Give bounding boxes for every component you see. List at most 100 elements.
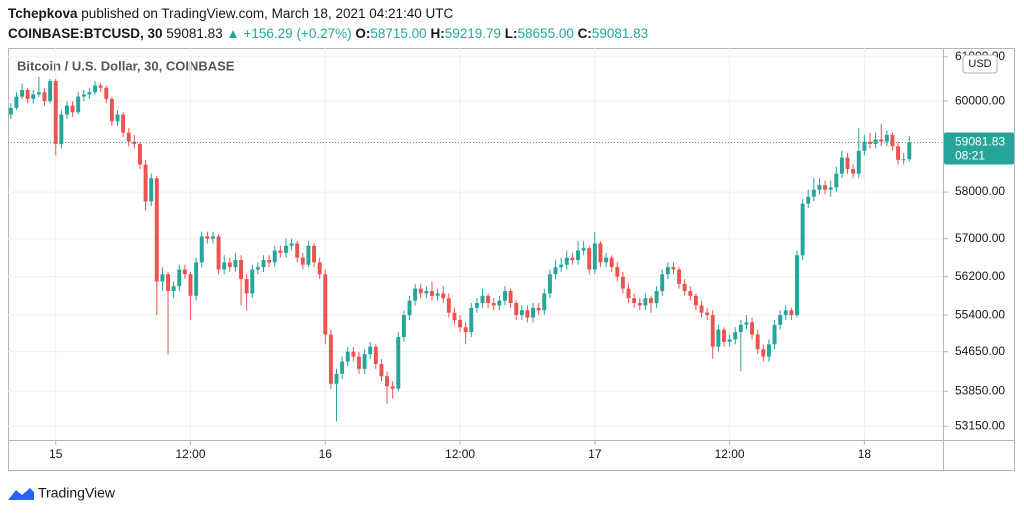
candle-body (626, 288, 631, 299)
candle-body (390, 386, 395, 389)
y-tick-label: 53150.00 (955, 419, 1005, 433)
candle-body (778, 315, 783, 325)
candle-body (357, 356, 361, 369)
candle-body (93, 85, 98, 93)
candle-body (649, 298, 653, 304)
candle-body (199, 236, 204, 263)
candle-body (289, 243, 294, 246)
y-tick-label: 60000.00 (955, 93, 1005, 107)
candle-body (98, 85, 103, 88)
candle-body (295, 243, 300, 258)
candle-body (362, 354, 367, 369)
candle-body (351, 351, 356, 357)
y-tick-label: 57000.00 (955, 231, 1005, 245)
candle-body (817, 185, 822, 190)
candle-body (564, 257, 569, 265)
logo (8, 488, 34, 500)
candle-body (654, 291, 659, 304)
candle-body (519, 310, 524, 316)
candle-body (70, 105, 75, 113)
candle-body (665, 267, 670, 275)
candle-body (525, 310, 530, 318)
candle-body (508, 291, 513, 304)
candle-body (121, 114, 126, 133)
candle-body (469, 307, 474, 333)
candle-body (789, 310, 794, 316)
y-tick-label: 54650.00 (955, 344, 1005, 358)
candle-body (536, 307, 541, 311)
candle-body (491, 303, 496, 306)
candle-body (727, 339, 732, 342)
symbol: COINBASE:BTCUSD, 30 (8, 26, 163, 41)
candle-body (598, 243, 603, 263)
candle-body (233, 259, 238, 268)
candle-body (340, 361, 345, 374)
x-tick-label: 12:00 (445, 447, 475, 461)
candle-body (632, 298, 637, 304)
o: 58715.00 (370, 26, 427, 41)
candle-body (531, 307, 536, 318)
y-tick-label: 53850.00 (955, 383, 1005, 397)
candle-body (36, 92, 41, 95)
candle-body (845, 157, 850, 170)
candle-body (441, 293, 446, 299)
candle-body (154, 178, 159, 282)
candle-body (514, 303, 519, 316)
candle-body (300, 257, 305, 265)
candle-body (896, 146, 901, 160)
candle-body (53, 81, 58, 144)
candle-body (733, 332, 738, 340)
candle-body (227, 262, 232, 268)
candle-body (182, 269, 187, 275)
x-tick-label: 15 (49, 447, 63, 461)
candle-body (620, 276, 625, 289)
chart-title: Bitcoin / U.S. Dollar, 30, COINBASE (17, 58, 235, 73)
candle-body (884, 134, 889, 142)
candle-body (766, 344, 771, 357)
candle-body (497, 300, 502, 306)
candle-body (396, 336, 401, 389)
candle-body (81, 94, 86, 97)
l-label: L: (504, 26, 518, 41)
candle-body (677, 269, 682, 284)
c-label: C: (577, 26, 592, 41)
frame (8, 48, 1015, 471)
h-label: H: (430, 26, 445, 41)
candle-body (772, 324, 777, 345)
x-tick-label: 12:00 (715, 447, 745, 461)
author: Tchepkova (8, 6, 78, 21)
candle-body (716, 329, 721, 347)
candle-body (795, 255, 799, 316)
candle-body (463, 327, 468, 333)
candle-body (188, 274, 193, 296)
candle-body (109, 98, 114, 122)
o-label: O: (355, 26, 371, 41)
candle-body (160, 274, 165, 282)
candle-body (239, 259, 244, 280)
candle-body (682, 283, 687, 292)
quote-line: COINBASE:BTCUSD, 30 59081.83 ▲ +156.29 (… (8, 24, 648, 44)
candle-body (76, 96, 81, 113)
candle-body (48, 81, 53, 102)
candle-body (373, 346, 378, 364)
candle-body (261, 259, 266, 268)
y-tick-label: 55400.00 (955, 307, 1005, 321)
h: 59219.79 (444, 26, 502, 41)
candle-body (385, 376, 390, 387)
c: 59081.83 (591, 26, 649, 41)
candle-body (710, 315, 715, 347)
candle-body (306, 245, 311, 265)
candle-body (143, 164, 148, 202)
change: +156.29 (+0.27%) (243, 26, 352, 41)
candle-body (430, 291, 434, 296)
candle-body (761, 349, 766, 357)
candle-body (278, 250, 283, 253)
candle-body (823, 185, 828, 190)
candle-body (458, 319, 463, 328)
candle-body (862, 141, 867, 151)
candle-body (255, 267, 260, 270)
candle-body (42, 92, 47, 102)
candle-body (587, 248, 592, 270)
